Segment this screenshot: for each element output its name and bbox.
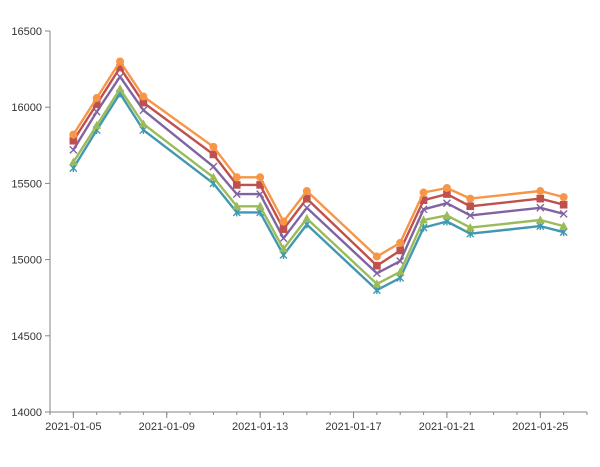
data-point	[116, 72, 125, 81]
data-point	[443, 190, 451, 198]
data-point	[372, 279, 382, 288]
data-point	[372, 286, 381, 295]
data-point	[116, 63, 124, 72]
data-point	[535, 215, 545, 224]
data-point	[396, 246, 405, 255]
data-point	[232, 208, 241, 217]
data-point	[466, 211, 475, 220]
series-5	[69, 57, 568, 261]
y-tick-label: 14500	[11, 331, 42, 343]
series-line	[72, 66, 565, 267]
data-point	[92, 120, 102, 129]
x-tick-label: 2021-01-21	[419, 421, 475, 433]
data-point	[115, 84, 125, 93]
data-point	[419, 215, 428, 224]
data-point	[442, 217, 451, 226]
data-point	[69, 145, 78, 154]
data-point	[209, 150, 218, 159]
data-point	[232, 181, 241, 189]
data-point	[559, 228, 568, 237]
y-tick-label: 14000	[11, 407, 42, 419]
data-point	[442, 210, 452, 219]
y-tick-label: 16000	[11, 102, 42, 114]
x-tick-label: 2021-01-13	[232, 421, 288, 433]
data-point	[279, 251, 288, 260]
data-point	[139, 92, 148, 101]
data-point	[372, 252, 381, 261]
data-point	[256, 181, 264, 189]
series-line	[72, 60, 565, 258]
data-point	[302, 213, 312, 222]
data-point	[372, 269, 381, 278]
data-point	[536, 187, 545, 196]
data-point	[559, 221, 569, 230]
series-3	[68, 84, 569, 288]
data-point	[395, 267, 405, 276]
data-point	[442, 183, 451, 192]
data-point	[559, 200, 568, 209]
y-tick-label: 16500	[11, 26, 42, 38]
data-point	[536, 222, 545, 231]
data-point	[139, 126, 148, 135]
data-point	[419, 188, 428, 197]
series-layer	[68, 57, 569, 295]
x-tick-label: 2021-01-05	[45, 421, 101, 433]
data-point	[209, 172, 218, 181]
data-point	[232, 190, 241, 199]
data-point	[256, 173, 265, 182]
data-point	[279, 225, 288, 233]
data-point	[396, 257, 405, 266]
series-2	[69, 72, 568, 278]
y-tick-label: 15000	[11, 255, 42, 267]
series-line	[72, 92, 565, 292]
data-point	[139, 106, 148, 115]
data-point	[442, 199, 451, 208]
data-point	[69, 136, 78, 145]
x-tick-label: 2021-01-09	[139, 421, 195, 433]
series-4	[69, 63, 568, 270]
x-tick-label: 2021-01-25	[512, 421, 568, 433]
data-point	[279, 234, 288, 243]
y-tick-label: 15500	[11, 178, 42, 190]
data-point	[68, 157, 78, 166]
data-point	[536, 194, 545, 203]
data-point	[279, 217, 288, 226]
data-point	[466, 194, 475, 203]
data-point	[559, 209, 568, 218]
series-line	[72, 75, 565, 275]
data-point	[302, 187, 311, 196]
data-point	[92, 94, 101, 103]
data-point	[232, 201, 242, 210]
data-point	[373, 261, 381, 270]
data-point	[209, 162, 218, 171]
series-line	[72, 87, 565, 286]
data-point	[255, 201, 265, 210]
series-1	[69, 89, 568, 295]
axes-layer: 14000 14500 15000 15500 16000 16500 2021-01-05…	[11, 26, 588, 433]
data-point	[232, 173, 241, 182]
data-point	[466, 229, 475, 238]
data-point	[116, 57, 125, 66]
data-point	[209, 142, 218, 151]
data-point	[419, 196, 428, 204]
x-tick-label: 2021-01-17	[325, 421, 381, 433]
data-point	[69, 130, 78, 139]
data-point	[302, 203, 311, 212]
data-point	[396, 273, 405, 282]
data-point	[559, 193, 568, 202]
data-point	[138, 119, 148, 128]
data-point	[466, 202, 475, 211]
data-point	[303, 194, 311, 203]
data-point	[279, 244, 288, 253]
data-point	[536, 203, 545, 212]
data-point	[396, 238, 405, 247]
data-point	[69, 164, 78, 173]
data-point	[139, 98, 148, 107]
data-point	[92, 100, 101, 108]
data-point	[465, 222, 475, 231]
